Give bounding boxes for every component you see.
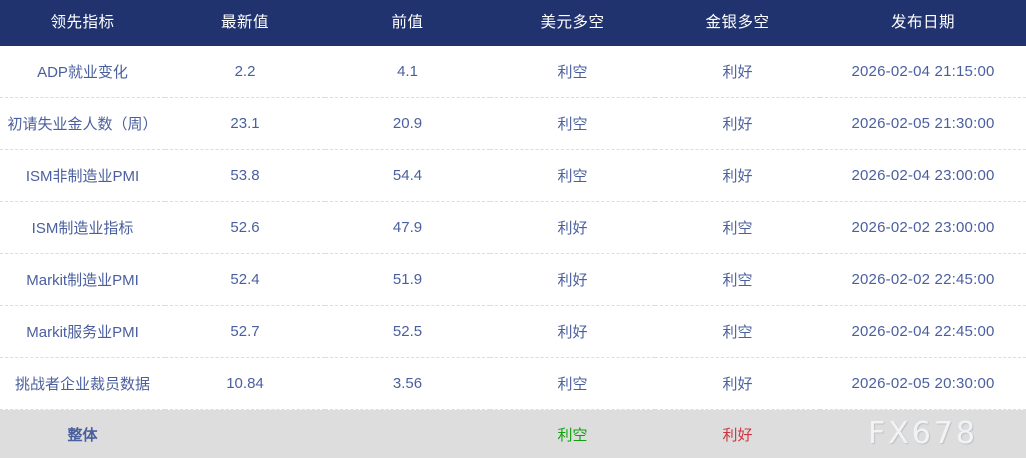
cell-previous-value: 51.9: [325, 254, 490, 306]
cell-metals-signal: 利空: [655, 306, 820, 358]
cell-previous-value: 20.9: [325, 98, 490, 150]
table-row[interactable]: ADP就业变化 2.2 4.1 利空 利好 2026-02-04 21:15:0…: [0, 46, 1026, 98]
cell-metals-signal: 利好: [655, 150, 820, 202]
cell-metals-signal: 利好: [655, 46, 820, 98]
table-row[interactable]: Markit制造业PMI 52.4 51.9 利好 利空 2026-02-02 …: [0, 254, 1026, 306]
cell-release-date: 2026-02-05 20:30:00: [820, 358, 1026, 410]
cell-previous-value: 47.9: [325, 202, 490, 254]
cell-indicator-name: ISM制造业指标: [0, 202, 165, 254]
table-footer: 整体 利空 利好 FX678: [0, 410, 1026, 458]
column-header-latest-value[interactable]: 最新值: [165, 0, 325, 46]
cell-indicator-name: Markit制造业PMI: [0, 254, 165, 306]
table-header: 领先指标 最新值 前值 美元多空 金银多空 发布日期: [0, 0, 1026, 46]
cell-latest-value: 23.1: [165, 98, 325, 150]
fx678-watermark: FX678: [820, 419, 1026, 449]
table-row[interactable]: ISM制造业指标 52.6 47.9 利好 利空 2026-02-02 23:0…: [0, 202, 1026, 254]
summary-label: 整体: [0, 410, 165, 458]
summary-metals-signal: 利好: [655, 410, 820, 458]
cell-metals-signal: 利好: [655, 358, 820, 410]
table-header-row: 领先指标 最新值 前值 美元多空 金银多空 发布日期: [0, 0, 1026, 46]
cell-metals-signal: 利好: [655, 98, 820, 150]
cell-release-date: 2026-02-02 22:45:00: [820, 254, 1026, 306]
cell-release-date: 2026-02-04 21:15:00: [820, 46, 1026, 98]
table-row[interactable]: 初请失业金人数（周） 23.1 20.9 利空 利好 2026-02-05 21…: [0, 98, 1026, 150]
column-header-indicator[interactable]: 领先指标: [0, 0, 165, 46]
cell-latest-value: 2.2: [165, 46, 325, 98]
cell-usd-signal: 利空: [490, 46, 655, 98]
summary-date-cell: FX678: [820, 410, 1026, 458]
cell-metals-signal: 利空: [655, 202, 820, 254]
cell-indicator-name: Markit服务业PMI: [0, 306, 165, 358]
summary-previous-value: [325, 410, 490, 458]
table-row[interactable]: 挑战者企业裁员数据 10.84 3.56 利空 利好 2026-02-05 20…: [0, 358, 1026, 410]
cell-latest-value: 52.4: [165, 254, 325, 306]
cell-indicator-name: ADP就业变化: [0, 46, 165, 98]
table-row[interactable]: ISM非制造业PMI 53.8 54.4 利空 利好 2026-02-04 23…: [0, 150, 1026, 202]
cell-latest-value: 53.8: [165, 150, 325, 202]
cell-usd-signal: 利空: [490, 150, 655, 202]
cell-usd-signal: 利好: [490, 254, 655, 306]
cell-indicator-name: 挑战者企业裁员数据: [0, 358, 165, 410]
cell-usd-signal: 利好: [490, 306, 655, 358]
table-row[interactable]: Markit服务业PMI 52.7 52.5 利好 利空 2026-02-04 …: [0, 306, 1026, 358]
cell-latest-value: 10.84: [165, 358, 325, 410]
column-header-previous-value[interactable]: 前值: [325, 0, 490, 46]
cell-latest-value: 52.6: [165, 202, 325, 254]
column-header-release-date[interactable]: 发布日期: [820, 0, 1026, 46]
cell-release-date: 2026-02-05 21:30:00: [820, 98, 1026, 150]
cell-previous-value: 3.56: [325, 358, 490, 410]
column-header-usd-direction[interactable]: 美元多空: [490, 0, 655, 46]
summary-latest-value: [165, 410, 325, 458]
cell-previous-value: 4.1: [325, 46, 490, 98]
cell-indicator-name: ISM非制造业PMI: [0, 150, 165, 202]
cell-latest-value: 52.7: [165, 306, 325, 358]
cell-previous-value: 52.5: [325, 306, 490, 358]
cell-indicator-name: 初请失业金人数（周）: [0, 98, 165, 150]
cell-previous-value: 54.4: [325, 150, 490, 202]
cell-usd-signal: 利空: [490, 98, 655, 150]
column-header-metals-direction[interactable]: 金银多空: [655, 0, 820, 46]
cell-usd-signal: 利空: [490, 358, 655, 410]
cell-release-date: 2026-02-04 23:00:00: [820, 150, 1026, 202]
cell-release-date: 2026-02-02 23:00:00: [820, 202, 1026, 254]
summary-usd-signal: 利空: [490, 410, 655, 458]
table-body: ADP就业变化 2.2 4.1 利空 利好 2026-02-04 21:15:0…: [0, 46, 1026, 410]
cell-usd-signal: 利好: [490, 202, 655, 254]
cell-metals-signal: 利空: [655, 254, 820, 306]
cell-release-date: 2026-02-04 22:45:00: [820, 306, 1026, 358]
summary-row: 整体 利空 利好 FX678: [0, 410, 1026, 458]
